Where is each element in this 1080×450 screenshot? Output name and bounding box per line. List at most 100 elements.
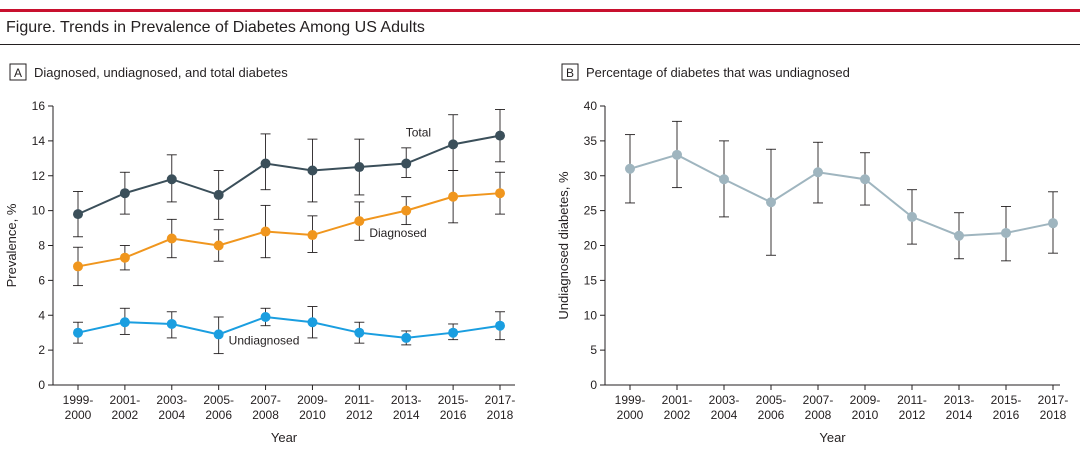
y-axis-label: Undiagnosed diabetes, %: [556, 171, 571, 320]
x-tick-label: 2012: [346, 408, 373, 422]
x-tick-label: 2005-: [756, 393, 787, 407]
data-point: [354, 216, 365, 227]
x-tick-label: 2011-: [897, 393, 927, 407]
series-label: Total: [406, 125, 431, 139]
y-tick-label: 30: [584, 169, 598, 183]
data-point: [307, 230, 318, 241]
x-tick-label: 2015-: [438, 393, 469, 407]
data-point: [954, 230, 964, 241]
data-point: [448, 191, 459, 202]
y-tick-label: 20: [584, 239, 598, 253]
x-tick-label: 2008: [252, 408, 279, 422]
data-point: [354, 162, 365, 173]
data-point: [448, 327, 459, 338]
x-tick-label: 2002: [664, 408, 691, 422]
data-point: [401, 158, 412, 169]
data-point: [73, 261, 83, 272]
y-tick-label: 8: [38, 239, 45, 253]
data-point: [307, 317, 318, 328]
panel-a-chart: A Diagnosed, undiagnosed, and total diabe…: [4, 63, 515, 445]
x-tick-label: 2010: [299, 408, 326, 422]
data-point: [166, 233, 177, 244]
series-line: [77, 315, 501, 339]
data-point: [1048, 218, 1058, 229]
x-tick-label: 2005-: [203, 393, 234, 407]
data-point: [307, 165, 318, 176]
data-point: [495, 130, 505, 141]
x-tick-label: 2009-: [297, 393, 328, 407]
x-tick-label: 2009-: [850, 393, 881, 407]
series-line: [629, 153, 1054, 237]
series-undiagnosed-pct: [625, 120, 1058, 262]
data-point: [260, 158, 271, 169]
data-point: [73, 209, 83, 220]
x-tick-label: 2015-: [991, 393, 1022, 407]
data-point: [260, 311, 271, 322]
data-point: [448, 139, 459, 150]
y-tick-label: 10: [32, 204, 46, 218]
x-tick-label: 2012: [899, 408, 926, 422]
x-tick-label: 2006: [205, 408, 232, 422]
data-point: [119, 252, 130, 263]
x-tick-label: 2001-: [110, 393, 141, 407]
panel-letter: A: [14, 66, 22, 80]
data-point: [860, 174, 870, 185]
x-tick-label: 1999-: [63, 393, 94, 407]
y-tick-label: 14: [32, 134, 46, 148]
panel-letter-box: [9, 63, 27, 81]
y-tick-label: 2: [38, 343, 45, 357]
data-point: [119, 317, 130, 328]
y-tick-label: 0: [590, 378, 597, 392]
y-tick-label: 15: [584, 273, 598, 287]
series-line: [77, 134, 501, 216]
y-tick-label: 10: [584, 308, 598, 322]
x-tick-label: 2011-: [344, 393, 374, 407]
figure-title: Figure. Trends in Prevalence of Diabetes…: [6, 19, 425, 36]
y-tick-label: 40: [584, 99, 598, 113]
x-tick-label: 2013-: [391, 393, 422, 407]
data-point: [495, 320, 505, 331]
data-point: [401, 205, 412, 216]
data-point: [495, 188, 505, 199]
y-tick-label: 4: [38, 308, 45, 322]
x-tick-label: 2016: [993, 408, 1020, 422]
y-tick-label: 25: [584, 204, 598, 218]
x-tick-label: 2013-: [944, 393, 975, 407]
x-tick-label: 2018: [487, 408, 514, 422]
x-tick-label: 2014: [946, 408, 973, 422]
data-point: [213, 329, 224, 340]
x-tick-label: 1999-: [615, 393, 646, 407]
data-point: [73, 327, 83, 338]
data-point: [354, 327, 365, 338]
series-total: Total: [73, 109, 505, 238]
series-label: Undiagnosed: [229, 333, 300, 347]
title-rule: [0, 44, 1080, 45]
axes: 0 2 4 6 8 10 12 14 16 1999-2000 2001-2002 2003-2004…: [4, 99, 515, 445]
data-point: [213, 189, 224, 200]
panel-b-chart: B Percentage of diabetes that was undiagn…: [556, 63, 1068, 445]
x-tick-label: 2008: [805, 408, 832, 422]
x-axis-label: Year: [819, 430, 846, 445]
x-tick-label: 2003-: [156, 393, 187, 407]
data-point: [166, 174, 177, 185]
panel-letter: B: [566, 66, 574, 80]
series-diagnosed: Diagnosed: [73, 170, 505, 287]
data-point: [401, 332, 412, 343]
x-tick-label: 2004: [711, 408, 738, 422]
x-tick-label: 2006: [758, 408, 785, 422]
data-point: [260, 226, 271, 237]
data-point: [766, 197, 776, 208]
x-tick-label: 2000: [65, 408, 92, 422]
x-tick-label: 2017-: [1038, 393, 1069, 407]
data-point: [672, 149, 682, 160]
x-tick-label: 2003-: [709, 393, 740, 407]
series-label: Diagnosed: [369, 226, 426, 240]
axes: 05101520253035401999-20002001-20022003-2…: [556, 99, 1068, 445]
accent-bar: [0, 9, 1080, 12]
panel-header: A Diagnosed, undiagnosed, and total diabe…: [9, 63, 288, 81]
data-point: [719, 174, 729, 185]
data-point: [1001, 227, 1011, 238]
y-tick-label: 16: [32, 99, 46, 113]
x-tick-label: 2000: [617, 408, 644, 422]
